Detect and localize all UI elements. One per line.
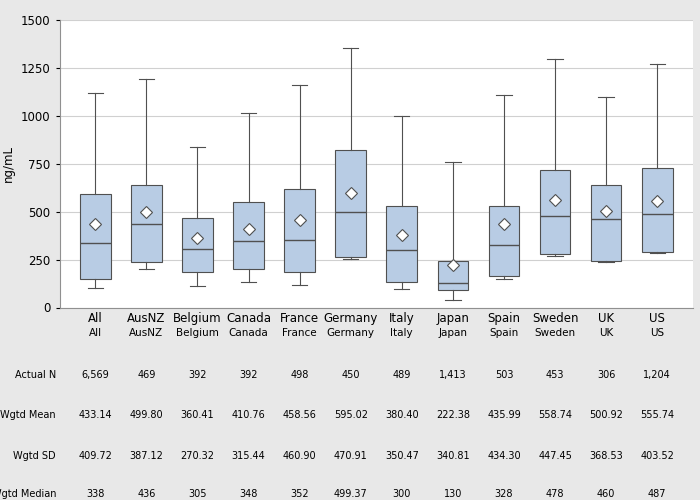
PathPatch shape xyxy=(284,188,315,272)
PathPatch shape xyxy=(182,218,213,272)
PathPatch shape xyxy=(489,206,519,276)
Text: 392: 392 xyxy=(239,370,258,380)
Text: 460.90: 460.90 xyxy=(283,450,316,460)
PathPatch shape xyxy=(540,170,570,254)
Text: All: All xyxy=(89,328,102,338)
Text: Germany: Germany xyxy=(327,328,375,338)
Text: 222.38: 222.38 xyxy=(436,410,470,420)
PathPatch shape xyxy=(438,260,468,290)
Text: 453: 453 xyxy=(546,370,564,380)
Text: 328: 328 xyxy=(495,489,513,499)
Text: 460: 460 xyxy=(597,489,615,499)
Text: 458.56: 458.56 xyxy=(283,410,316,420)
Text: 503: 503 xyxy=(495,370,513,380)
Text: 300: 300 xyxy=(393,489,411,499)
Text: Wgtd Mean: Wgtd Mean xyxy=(1,410,56,420)
Text: 433.14: 433.14 xyxy=(78,410,112,420)
Text: Spain: Spain xyxy=(489,328,519,338)
Text: France: France xyxy=(282,328,317,338)
Text: Japan: Japan xyxy=(438,328,468,338)
Text: 499.37: 499.37 xyxy=(334,489,368,499)
Text: 387.12: 387.12 xyxy=(130,450,163,460)
Text: 500.92: 500.92 xyxy=(589,410,623,420)
Text: 499.80: 499.80 xyxy=(130,410,163,420)
Text: 403.52: 403.52 xyxy=(640,450,674,460)
Text: 555.74: 555.74 xyxy=(640,410,674,420)
Text: Italy: Italy xyxy=(391,328,413,338)
Text: 450: 450 xyxy=(342,370,360,380)
Text: 315.44: 315.44 xyxy=(232,450,265,460)
Text: 489: 489 xyxy=(393,370,411,380)
Text: 498: 498 xyxy=(290,370,309,380)
Text: 434.30: 434.30 xyxy=(487,450,521,460)
Text: Actual N: Actual N xyxy=(15,370,56,380)
Text: US: US xyxy=(650,328,664,338)
Text: 447.45: 447.45 xyxy=(538,450,572,460)
Text: 350.47: 350.47 xyxy=(385,450,419,460)
Text: AusNZ: AusNZ xyxy=(130,328,163,338)
Text: 348: 348 xyxy=(239,489,258,499)
Text: 409.72: 409.72 xyxy=(78,450,112,460)
Text: 410.76: 410.76 xyxy=(232,410,265,420)
PathPatch shape xyxy=(131,185,162,262)
Text: Canada: Canada xyxy=(229,328,268,338)
Text: 352: 352 xyxy=(290,489,309,499)
Text: 435.99: 435.99 xyxy=(487,410,521,420)
Text: 436: 436 xyxy=(137,489,155,499)
Text: 469: 469 xyxy=(137,370,155,380)
Text: Wgtd Median: Wgtd Median xyxy=(0,489,56,499)
Text: 6,569: 6,569 xyxy=(81,370,109,380)
Text: 478: 478 xyxy=(546,489,564,499)
Text: 487: 487 xyxy=(648,489,666,499)
Text: 338: 338 xyxy=(86,489,104,499)
Text: UK: UK xyxy=(599,328,613,338)
PathPatch shape xyxy=(642,168,673,252)
PathPatch shape xyxy=(80,194,111,279)
Text: 305: 305 xyxy=(188,489,206,499)
Text: 392: 392 xyxy=(188,370,206,380)
Y-axis label: ng/mL: ng/mL xyxy=(2,145,15,182)
Text: 340.81: 340.81 xyxy=(436,450,470,460)
Text: 380.40: 380.40 xyxy=(385,410,419,420)
Text: 1,204: 1,204 xyxy=(643,370,671,380)
Text: 1,413: 1,413 xyxy=(439,370,467,380)
PathPatch shape xyxy=(386,206,417,282)
Text: 470.91: 470.91 xyxy=(334,450,368,460)
Text: 360.41: 360.41 xyxy=(181,410,214,420)
Text: Wgtd SD: Wgtd SD xyxy=(13,450,56,460)
Text: Sweden: Sweden xyxy=(535,328,575,338)
Text: 595.02: 595.02 xyxy=(334,410,368,420)
Text: 368.53: 368.53 xyxy=(589,450,623,460)
Text: 270.32: 270.32 xyxy=(181,450,214,460)
PathPatch shape xyxy=(233,202,264,269)
PathPatch shape xyxy=(335,150,366,256)
Text: Belgium: Belgium xyxy=(176,328,219,338)
Text: 130: 130 xyxy=(444,489,462,499)
Text: 306: 306 xyxy=(597,370,615,380)
Text: 558.74: 558.74 xyxy=(538,410,572,420)
PathPatch shape xyxy=(591,185,622,260)
